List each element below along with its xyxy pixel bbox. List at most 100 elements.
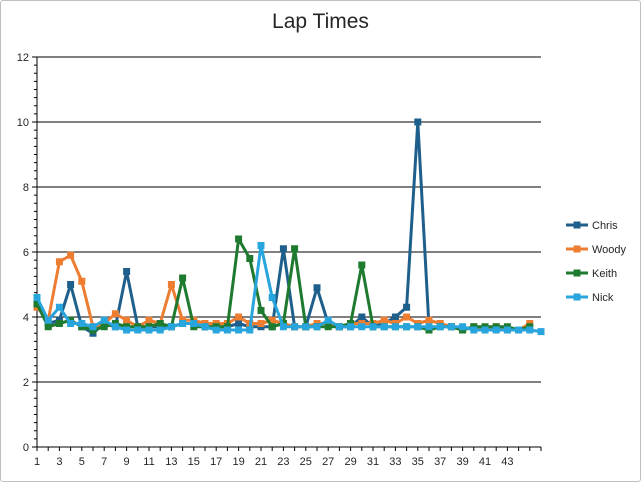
data-point bbox=[425, 323, 433, 331]
data-point bbox=[257, 242, 265, 249]
data-point bbox=[526, 326, 534, 334]
x-tick-label: 1 bbox=[34, 456, 40, 468]
data-point bbox=[100, 316, 108, 324]
data-point bbox=[268, 323, 276, 331]
data-point bbox=[414, 118, 422, 126]
data-point bbox=[111, 310, 119, 318]
y-tick-label: 6 bbox=[23, 247, 29, 259]
data-point bbox=[235, 313, 243, 321]
x-tick-label: 19 bbox=[232, 456, 244, 468]
data-point bbox=[291, 245, 299, 253]
series-line bbox=[35, 244, 542, 334]
data-point bbox=[156, 320, 164, 327]
x-tick-label: 21 bbox=[255, 456, 267, 468]
legend-marker bbox=[573, 245, 581, 253]
data-point bbox=[436, 323, 444, 331]
data-point bbox=[515, 326, 523, 334]
data-point bbox=[403, 313, 411, 321]
legend-marker bbox=[573, 269, 581, 277]
data-point bbox=[257, 320, 265, 327]
data-point bbox=[145, 326, 153, 334]
legend-item-keith: Keith bbox=[566, 268, 617, 280]
data-point bbox=[123, 268, 131, 275]
data-point bbox=[369, 323, 377, 331]
data-point bbox=[55, 320, 63, 327]
data-point bbox=[459, 323, 467, 331]
data-point bbox=[470, 326, 478, 334]
data-point bbox=[201, 323, 209, 331]
data-point bbox=[358, 261, 366, 269]
data-point bbox=[279, 245, 287, 253]
x-tick-label: 33 bbox=[389, 456, 401, 468]
data-point bbox=[403, 303, 411, 311]
data-point bbox=[55, 303, 63, 311]
data-point bbox=[291, 323, 299, 331]
data-point bbox=[324, 323, 332, 331]
data-point bbox=[403, 323, 411, 331]
x-tick-label: 17 bbox=[210, 456, 222, 468]
legend: Chris Woody Keith Nick bbox=[566, 220, 627, 304]
data-point bbox=[313, 284, 321, 292]
x-tick-label: 29 bbox=[344, 456, 356, 468]
y-tick-label: 4 bbox=[23, 312, 29, 324]
data-point bbox=[313, 323, 321, 331]
data-point bbox=[391, 313, 399, 321]
data-point bbox=[67, 281, 75, 288]
y-tick-label: 8 bbox=[23, 182, 29, 194]
series-chris bbox=[33, 118, 433, 337]
legend-item-nick: Nick bbox=[566, 292, 614, 304]
data-point bbox=[302, 323, 310, 331]
data-point bbox=[391, 323, 399, 331]
x-tick-label: 3 bbox=[56, 456, 62, 468]
legend-item-woody: Woody bbox=[566, 244, 627, 256]
y-tick-label: 0 bbox=[23, 442, 29, 454]
data-point bbox=[268, 316, 276, 324]
x-tick-label: 5 bbox=[79, 456, 85, 468]
x-tick-label: 11 bbox=[143, 456, 154, 468]
data-point bbox=[414, 323, 422, 331]
data-point bbox=[33, 300, 41, 308]
data-point bbox=[481, 326, 489, 334]
x-tick-label: 23 bbox=[277, 456, 289, 468]
data-point bbox=[235, 326, 243, 334]
data-point bbox=[246, 326, 254, 334]
data-point bbox=[156, 326, 164, 334]
chart-title: Lap Times bbox=[272, 10, 369, 33]
data-point bbox=[380, 316, 388, 324]
data-point bbox=[179, 274, 187, 282]
x-tick-label: 9 bbox=[124, 456, 130, 468]
y-tick-label: 12 bbox=[17, 52, 29, 64]
legend-label: Woody bbox=[592, 244, 627, 256]
x-tick-label: 7 bbox=[101, 456, 107, 468]
grid-layer bbox=[37, 56, 541, 383]
data-point bbox=[257, 307, 265, 314]
legend-label: Nick bbox=[592, 292, 614, 304]
data-point bbox=[246, 255, 254, 262]
data-point bbox=[537, 328, 545, 336]
data-point bbox=[268, 294, 276, 301]
y-tick-label: 2 bbox=[23, 377, 29, 389]
legend-label: Chris bbox=[592, 220, 618, 232]
data-point bbox=[380, 323, 388, 331]
data-point bbox=[223, 326, 231, 334]
legend-label: Keith bbox=[592, 268, 617, 280]
data-point bbox=[78, 320, 86, 327]
data-point bbox=[235, 320, 243, 327]
data-point bbox=[179, 320, 187, 327]
x-tick-label: 41 bbox=[479, 456, 491, 468]
data-point bbox=[44, 316, 52, 324]
data-point bbox=[447, 323, 455, 331]
data-point bbox=[492, 326, 500, 334]
data-point bbox=[212, 326, 220, 334]
series-nick bbox=[33, 242, 545, 336]
data-point bbox=[167, 323, 175, 331]
data-point bbox=[425, 316, 433, 324]
data-point bbox=[134, 326, 142, 334]
data-point bbox=[235, 235, 243, 243]
legend-item-chris: Chris bbox=[566, 220, 618, 232]
data-point bbox=[358, 313, 366, 321]
x-tick-label: 35 bbox=[412, 456, 424, 468]
